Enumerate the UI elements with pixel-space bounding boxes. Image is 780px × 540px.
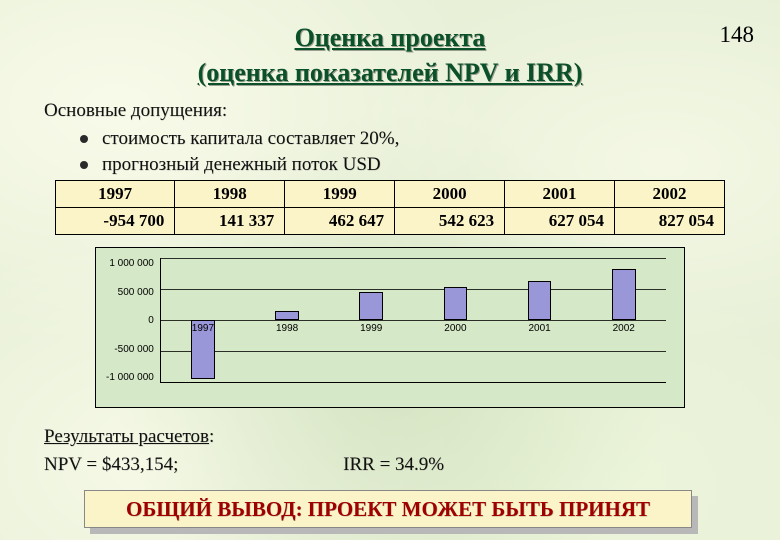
page-number: 148 <box>720 22 755 48</box>
bullet-list: стоимость капитала составляет 20%, прогн… <box>80 128 780 176</box>
table-cell: 2001 <box>505 181 615 208</box>
xtick-label: 2001 <box>528 323 550 334</box>
results-colon: : <box>209 426 214 447</box>
chart-bar <box>528 281 552 320</box>
ytick-label: 500 000 <box>118 287 154 298</box>
conclusion-box: ОБЩИЙ ВЫВОД: ПРОЕКТ МОЖЕТ БЫТЬ ПРИНЯТ <box>84 490 696 532</box>
xtick-label: 1997 <box>192 323 214 334</box>
cashflow-table: 1997 1998 1999 2000 2001 2002 -954 700 1… <box>55 180 725 235</box>
chart-gridline <box>161 351 666 352</box>
bullet-icon <box>80 135 88 143</box>
table-cell: 1999 <box>285 181 395 208</box>
table-cell: 462 647 <box>285 208 395 235</box>
title-block: Оценка проекта (оценка показателей NPV и… <box>0 0 780 90</box>
table-cell: 2000 <box>395 181 505 208</box>
table-cell: 1998 <box>175 181 285 208</box>
chart-bar <box>612 269 636 320</box>
title-line-2: (оценка показателей NPV и IRR) <box>0 55 780 90</box>
chart-gridline <box>161 289 666 290</box>
table-cell: 542 623 <box>395 208 505 235</box>
bullet-item: прогнозный денежный поток USD <box>80 154 780 176</box>
xtick-label: 1999 <box>360 323 382 334</box>
chart-plot-area: 1997 1998 1999 2000 2001 2002 <box>160 258 666 383</box>
conclusion-text: ОБЩИЙ ВЫВОД: ПРОЕКТ МОЖЕТ БЫТЬ ПРИНЯТ <box>84 490 692 528</box>
xtick-label: 1998 <box>276 323 298 334</box>
table-cell: 141 337 <box>175 208 285 235</box>
chart-bar <box>275 311 299 320</box>
bullet-text: прогнозный денежный поток USD <box>102 154 381 176</box>
results-heading: Результаты расчетов <box>44 426 209 447</box>
npv-value: NPV = $433,154; <box>44 454 178 475</box>
chart-y-axis: 1 000 000 500 000 0 -500 000 -1 000 000 <box>106 258 160 383</box>
chart-x-axis <box>160 383 666 399</box>
chart-bar <box>444 287 468 321</box>
table-row-years: 1997 1998 1999 2000 2001 2002 <box>56 181 725 208</box>
table-cell: 2002 <box>615 181 725 208</box>
chart-gridline <box>161 320 666 321</box>
table-cell: 627 054 <box>505 208 615 235</box>
cashflow-chart: 1 000 000 500 000 0 -500 000 -1 000 000 … <box>95 247 685 408</box>
irr-value: IRR = 34.9% <box>343 454 444 476</box>
table-cell: -954 700 <box>56 208 175 235</box>
table-cell: 1997 <box>56 181 175 208</box>
title-line-1: Оценка проекта <box>0 20 780 55</box>
table-cell: 827 054 <box>615 208 725 235</box>
bullet-text: стоимость капитала составляет 20%, <box>102 128 399 150</box>
chart-bar <box>359 292 383 321</box>
bullet-icon <box>80 161 88 169</box>
chart-gridline <box>161 258 666 259</box>
ytick-label: -1 000 000 <box>106 372 154 383</box>
assumptions-heading: Основные допущения: <box>44 100 780 122</box>
ytick-label: 0 <box>148 315 154 326</box>
xtick-label: 2000 <box>444 323 466 334</box>
results-block: Результаты расчетов: NPV = $433,154; IRR… <box>44 426 780 476</box>
xtick-label: 2002 <box>613 323 635 334</box>
bullet-item: стоимость капитала составляет 20%, <box>80 128 780 150</box>
ytick-label: 1 000 000 <box>109 258 154 269</box>
table-row-values: -954 700 141 337 462 647 542 623 627 054… <box>56 208 725 235</box>
ytick-label: -500 000 <box>114 344 153 355</box>
